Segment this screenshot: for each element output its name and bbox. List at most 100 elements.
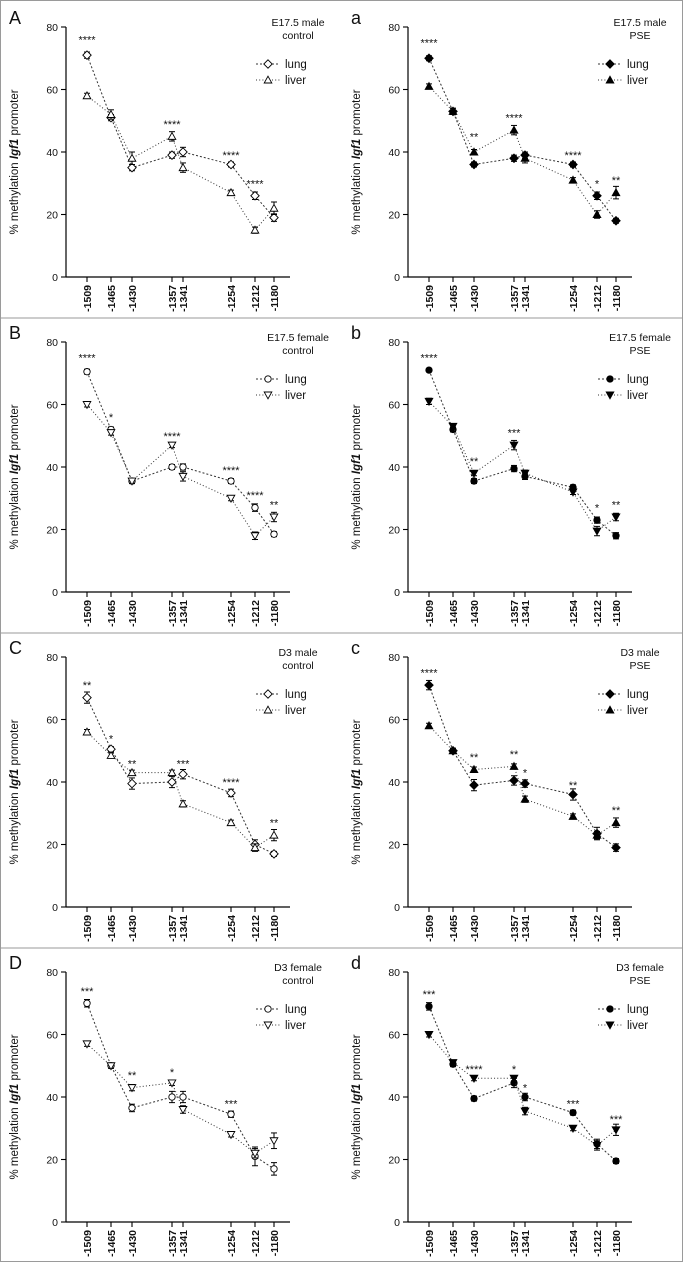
panel-letter: a bbox=[351, 8, 362, 28]
data-point bbox=[127, 767, 137, 777]
legend-label-liver: liver bbox=[285, 390, 306, 402]
data-point bbox=[448, 746, 458, 755]
y-axis-label-pre: % methylation bbox=[351, 789, 363, 864]
legend-marker bbox=[606, 1005, 614, 1013]
data-point bbox=[128, 1104, 136, 1112]
legend-marker bbox=[263, 705, 273, 714]
data-point bbox=[611, 1126, 621, 1135]
series-lung bbox=[82, 691, 279, 859]
data-point bbox=[82, 401, 92, 410]
significance-label: **** bbox=[420, 38, 438, 50]
significance-label: * bbox=[523, 768, 528, 780]
x-tick-label: -1254 bbox=[568, 915, 580, 942]
x-tick-label: -1254 bbox=[226, 285, 238, 312]
legend-label-lung: lung bbox=[627, 1004, 649, 1016]
y-tick-label: 60 bbox=[388, 1030, 400, 1042]
y-tick-label: 20 bbox=[388, 1155, 400, 1167]
series-line bbox=[428, 1006, 617, 1162]
y-tick-label: 40 bbox=[388, 1092, 400, 1104]
y-axis-label-gene: Igf1 bbox=[351, 139, 363, 159]
data-point bbox=[226, 817, 236, 827]
data-point bbox=[269, 513, 279, 522]
legend-marker bbox=[605, 75, 615, 84]
series-lung bbox=[82, 50, 279, 223]
series-liver bbox=[82, 401, 279, 541]
x-tick-label: -1254 bbox=[226, 915, 238, 942]
x-tick-label: -1180 bbox=[269, 285, 281, 311]
series-liver bbox=[82, 91, 279, 234]
significance-label: ** bbox=[270, 500, 279, 512]
panel-letter: B bbox=[9, 323, 21, 343]
chart-panel-a: a % methylation Igf1 promoter 0 20 40 60 80 -15… bbox=[351, 8, 667, 312]
chart-title-line2: control bbox=[282, 345, 314, 357]
x-tick-label: -1430 bbox=[469, 915, 481, 942]
data-point bbox=[82, 692, 92, 703]
significance-label: *** bbox=[508, 428, 522, 440]
significance-label: ** bbox=[470, 752, 479, 764]
significance-label: *** bbox=[81, 986, 95, 998]
data-point bbox=[592, 1141, 602, 1151]
significance-label: **** bbox=[222, 150, 240, 162]
x-tick-label: -1465 bbox=[448, 915, 460, 942]
x-tick-label: -1180 bbox=[611, 1230, 623, 1256]
y-axis-label-gene: Igf1 bbox=[351, 454, 363, 474]
y-axis-label-pre: % methylation bbox=[9, 789, 21, 864]
series-line bbox=[86, 95, 275, 231]
series-line bbox=[86, 404, 275, 537]
data-point bbox=[250, 1149, 260, 1158]
y-tick-label: 0 bbox=[394, 902, 400, 914]
y-axis-label-post: promoter bbox=[9, 89, 21, 138]
legend-marker bbox=[263, 59, 273, 69]
data-point bbox=[167, 131, 177, 140]
significance-label: ** bbox=[128, 1070, 137, 1082]
significance-label: ** bbox=[612, 805, 621, 817]
x-tick-label: -1180 bbox=[611, 915, 623, 941]
legend-marker bbox=[263, 75, 273, 84]
x-tick-label: -1509 bbox=[424, 600, 436, 627]
x-tick-label: -1357 bbox=[509, 285, 521, 312]
data-point bbox=[178, 162, 188, 172]
data-point bbox=[469, 147, 479, 156]
y-tick-label: 40 bbox=[388, 777, 400, 789]
significance-label: *** bbox=[225, 1098, 239, 1110]
data-point bbox=[178, 1106, 188, 1115]
significance-label: * bbox=[595, 503, 600, 515]
data-point bbox=[82, 727, 92, 736]
y-axis-label-gene: Igf1 bbox=[9, 139, 21, 159]
data-point bbox=[448, 106, 458, 115]
series-liver bbox=[424, 397, 621, 537]
data-point bbox=[611, 215, 621, 226]
chart-title-line1: D3 female bbox=[274, 962, 322, 974]
y-tick-label: 80 bbox=[46, 967, 58, 979]
panel-letter: c bbox=[351, 638, 360, 658]
x-tick-label: -1465 bbox=[106, 915, 118, 942]
legend-label-liver: liver bbox=[627, 390, 648, 402]
y-tick-label: 60 bbox=[46, 85, 58, 97]
legend-label-lung: lung bbox=[627, 59, 649, 71]
data-point bbox=[568, 789, 578, 800]
y-tick-label: 0 bbox=[52, 272, 58, 284]
legend-marker bbox=[263, 391, 273, 400]
data-point bbox=[270, 530, 278, 538]
series-liver bbox=[424, 721, 621, 840]
x-tick-label: -1341 bbox=[520, 1230, 532, 1257]
legend-label-lung: lung bbox=[627, 689, 649, 701]
x-tick-label: -1465 bbox=[448, 1230, 460, 1257]
significance-label: **** bbox=[163, 431, 181, 443]
x-tick-label: -1430 bbox=[469, 285, 481, 312]
data-point bbox=[424, 680, 434, 690]
x-tick-label: -1212 bbox=[250, 285, 262, 312]
data-point bbox=[424, 1031, 434, 1040]
data-point bbox=[226, 788, 236, 798]
y-tick-label: 20 bbox=[388, 525, 400, 537]
y-tick-label: 20 bbox=[388, 840, 400, 852]
chart-title-line1: E17.5 female bbox=[267, 332, 329, 344]
significance-label: ** bbox=[128, 758, 137, 770]
data-point bbox=[520, 153, 530, 162]
y-axis-label-gene: Igf1 bbox=[9, 769, 21, 789]
data-point bbox=[592, 190, 602, 201]
x-tick-label: -1357 bbox=[509, 915, 521, 942]
y-axis-label-post: promoter bbox=[9, 719, 21, 768]
x-tick-label: -1180 bbox=[611, 285, 623, 311]
y-tick-label: 0 bbox=[52, 587, 58, 599]
